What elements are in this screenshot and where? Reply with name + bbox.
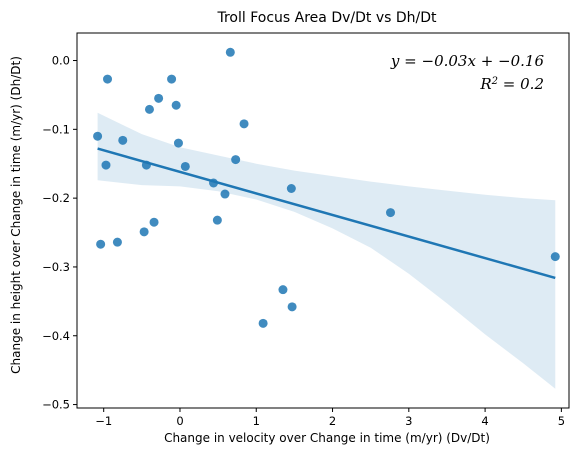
data-point [386, 208, 396, 218]
data-point [149, 217, 159, 227]
data-point [154, 93, 164, 103]
x-tick-label: 4 [481, 414, 488, 428]
x-tick-label: 5 [558, 414, 565, 428]
data-point [112, 237, 122, 247]
data-point [220, 189, 230, 199]
regression-line [97, 147, 556, 280]
data-point [225, 47, 235, 57]
y-tick-label: −0.2 [42, 191, 70, 205]
data-point [118, 135, 128, 145]
data-point [180, 161, 190, 171]
data-point [144, 104, 154, 114]
data-point [231, 155, 241, 165]
data-point [278, 285, 288, 295]
x-tick-label: 2 [329, 414, 336, 428]
data-point [139, 227, 149, 237]
confidence-band [97, 112, 556, 389]
x-tick-label: −1 [95, 414, 112, 428]
y-tick-label: −0.1 [42, 122, 70, 136]
x-tick-label: 0 [176, 414, 183, 428]
x-tick-label: 3 [405, 414, 412, 428]
data-point [550, 252, 560, 262]
data-point [171, 100, 181, 110]
data-point [239, 119, 249, 129]
data-point [103, 74, 113, 84]
data-point [167, 74, 177, 84]
data-point [93, 131, 103, 141]
data-point [212, 215, 222, 225]
x-tick-label: 1 [253, 414, 260, 428]
data-point [101, 160, 111, 170]
data-point [96, 239, 106, 249]
chart-title: Troll Focus Area Dv/Dt vs Dh/Dt [216, 10, 437, 26]
x-axis-label: Change in velocity over Change in time (… [164, 431, 490, 445]
plot-area [93, 47, 560, 389]
r-squared-label: R2 = 0.2 [479, 75, 544, 93]
data-point [287, 302, 297, 312]
axes: −1 0 1 2 3 4 5 −0.5 −0.4 −0.3 −0.2 −0.1 0.0 [42, 32, 570, 428]
y-tick-label: −0.4 [42, 329, 70, 343]
data-point [173, 138, 183, 148]
regression-equation: y = −0.03x + −0.16 [390, 52, 545, 70]
y-tick-label: −0.5 [42, 398, 70, 412]
y-tick-label: 0.0 [52, 54, 70, 68]
y-axis-label: Change in height over Change in time (m/… [9, 56, 23, 374]
y-tick-label: −0.3 [42, 260, 70, 274]
plot-frame [76, 32, 570, 409]
data-point [286, 184, 296, 194]
data-point [258, 318, 268, 328]
